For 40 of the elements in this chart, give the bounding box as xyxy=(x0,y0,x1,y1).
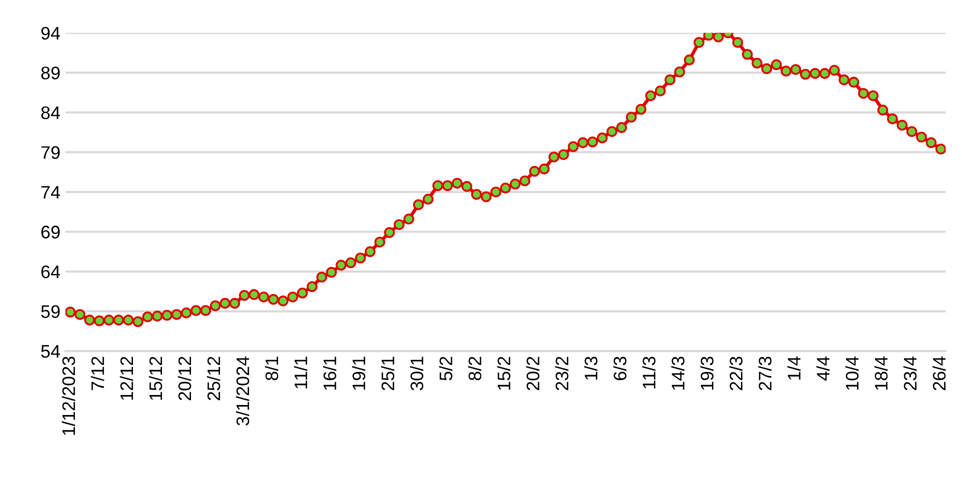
y-tick-label: 94 xyxy=(41,26,60,40)
x-tick-label: 11/3 xyxy=(642,356,656,388)
x-tick-label: 19/1 xyxy=(352,356,366,390)
x-tick-label: 1/12/2023 xyxy=(62,356,76,435)
y-tick-label: 69 xyxy=(41,226,60,238)
x-tick-label: 20/2 xyxy=(526,356,540,390)
x-tick-label: 22/3 xyxy=(729,356,743,390)
y-tick-label: 74 xyxy=(41,186,60,199)
x-tick-label: 23/2 xyxy=(555,356,568,390)
x-tick-label: 15/12 xyxy=(148,356,162,400)
y-tick-label: 84 xyxy=(41,106,60,120)
x-tick-label: 14/3 xyxy=(671,356,684,390)
x-tick-label: 20/12 xyxy=(178,356,192,400)
y-tick-label: 54 xyxy=(41,345,60,358)
x-tick-label: 25/1 xyxy=(381,356,394,390)
x-tick-label: 18/4 xyxy=(874,356,888,390)
x-tick-label: 30/1 xyxy=(410,356,424,390)
x-tick-label: 5/2 xyxy=(439,356,452,380)
x-tick-label: 10/4 xyxy=(845,356,859,390)
x-tick-label: 27/3 xyxy=(758,356,772,390)
x-tick-label: 11/1 xyxy=(294,356,308,388)
x-tick-label: 19/3 xyxy=(700,356,714,390)
x-tick-label: 26/4 xyxy=(932,356,946,390)
x-tick-label: 7/12 xyxy=(90,356,104,390)
y-tick-label: 89 xyxy=(41,66,60,80)
x-tick-label: 6/3 xyxy=(613,356,626,380)
x-tick-label: 1/4 xyxy=(787,356,801,380)
y-tick-label: 59 xyxy=(41,305,60,318)
y-tick-label: 79 xyxy=(41,146,60,159)
y-tick-label: 64 xyxy=(41,265,60,278)
x-tick-label: 16/1 xyxy=(323,356,336,390)
x-tick-label: 3/1/2024 xyxy=(236,356,250,426)
x-tick-label: 23/4 xyxy=(903,356,917,390)
x-tick-label: 8/1 xyxy=(264,356,278,380)
x-tick-label: 25/12 xyxy=(206,356,220,400)
x-tick-label: 12/12 xyxy=(120,356,134,400)
x-tick-label: 4/4 xyxy=(816,356,830,381)
x-tick-label: 8/2 xyxy=(468,356,482,380)
x-tick-label: 15/2 xyxy=(497,356,510,390)
x-tick-label: 1/3 xyxy=(584,356,598,380)
